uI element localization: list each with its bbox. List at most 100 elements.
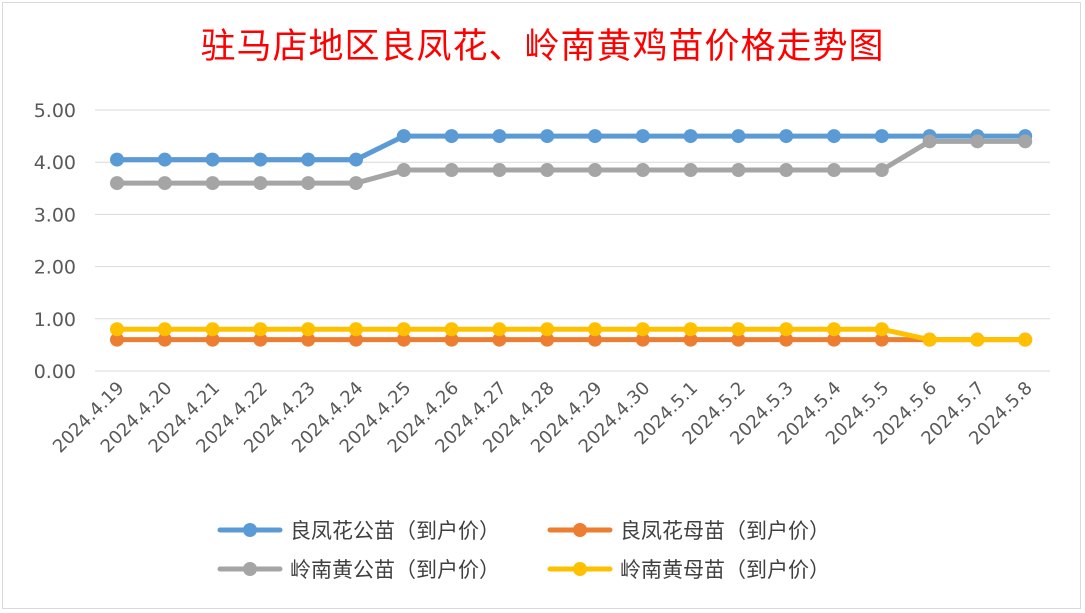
data-point: [157, 176, 172, 191]
legend-item: 良凤花母苗（到户价）: [547, 519, 830, 543]
data-point: [396, 129, 411, 144]
data-point: [588, 322, 602, 337]
data-point: [922, 134, 937, 149]
data-point: [874, 163, 889, 178]
legend-swatch-marker: [573, 562, 587, 576]
data-point: [731, 129, 746, 144]
data-point: [970, 332, 985, 347]
data-point: [110, 332, 124, 347]
data-point: [492, 163, 507, 178]
data-point: [635, 163, 650, 178]
series-line: [114, 326, 1028, 343]
data-point: [349, 332, 363, 347]
data-point: [779, 332, 794, 347]
data-point: [683, 322, 698, 337]
data-point: [827, 163, 841, 178]
data-point: [444, 332, 459, 347]
legend-label: 岭南黄公苗（到户价）: [290, 558, 500, 582]
data-point: [827, 129, 841, 144]
data-point: [635, 332, 650, 347]
data-point: [683, 129, 698, 144]
data-point: [444, 163, 459, 178]
data-point: [731, 322, 746, 337]
data-point: [540, 322, 555, 337]
data-point: [396, 322, 411, 337]
gridlines: [95, 109, 1050, 372]
data-point: [444, 129, 459, 144]
data-point: [874, 129, 889, 144]
legend-swatch-marker: [243, 562, 257, 576]
series: [110, 134, 1033, 191]
data-point: [110, 322, 124, 337]
y-tick-label: 2.00: [34, 257, 76, 279]
data-point: [349, 152, 363, 167]
data-point: [779, 129, 794, 144]
legend-swatch-marker: [243, 523, 257, 537]
data-point: [874, 332, 889, 347]
y-tick-label: 3.00: [34, 204, 76, 226]
x-axis-tick-labels: 2024.4.192024.4.202024.4.212024.4.222024…: [49, 378, 1037, 458]
data-point: [779, 322, 794, 337]
data-point: [205, 176, 220, 191]
data-point: [540, 163, 555, 178]
data-point: [827, 322, 841, 337]
data-point: [205, 332, 220, 347]
legend-item: 岭南黄母苗（到户价）: [547, 558, 830, 582]
series-lines: [110, 129, 1033, 347]
data-point: [253, 152, 268, 167]
data-point: [779, 163, 794, 178]
data-point: [444, 322, 459, 337]
data-point: [301, 332, 316, 347]
data-point: [922, 332, 937, 347]
data-point: [970, 134, 985, 149]
data-point: [349, 176, 363, 191]
data-point: [492, 322, 507, 337]
data-point: [253, 322, 268, 337]
series-line: [114, 138, 1028, 186]
series: [110, 332, 1033, 347]
data-point: [683, 332, 698, 347]
data-point: [205, 322, 220, 337]
data-point: [396, 163, 411, 178]
legend-label: 良凤花公苗（到户价）: [290, 519, 500, 543]
legend-label: 岭南黄母苗（到户价）: [620, 558, 830, 582]
data-point: [110, 176, 124, 191]
data-point: [157, 152, 172, 167]
data-point: [874, 322, 889, 337]
data-point: [205, 152, 220, 167]
data-point: [588, 163, 602, 178]
data-point: [1018, 134, 1033, 149]
data-point: [588, 332, 602, 347]
legend-label: 良凤花母苗（到户价）: [620, 519, 830, 543]
y-tick-label: 0.00: [34, 361, 76, 383]
data-point: [635, 129, 650, 144]
data-point: [683, 163, 698, 178]
data-point: [396, 332, 411, 347]
data-point: [110, 152, 124, 167]
data-point: [492, 129, 507, 144]
series-line: [114, 133, 1028, 163]
y-tick-label: 4.00: [34, 152, 76, 174]
series: [110, 322, 1033, 347]
data-point: [731, 163, 746, 178]
legend-item: 良凤花公苗（到户价）: [217, 519, 500, 543]
data-point: [1018, 332, 1033, 347]
data-point: [588, 129, 602, 144]
data-point: [301, 176, 316, 191]
data-point: [349, 322, 363, 337]
data-point: [540, 332, 555, 347]
data-point: [301, 152, 316, 167]
data-point: [492, 332, 507, 347]
data-point: [253, 176, 268, 191]
legend-item: 岭南黄公苗（到户价）: [217, 558, 500, 582]
y-axis-tick-labels: 0.00 1.00 2.00 3.00 4.00 5.00: [34, 100, 76, 383]
data-point: [540, 129, 555, 144]
legend-swatch-marker: [573, 523, 587, 537]
data-point: [253, 332, 268, 347]
data-point: [157, 332, 172, 347]
data-point: [731, 332, 746, 347]
data-point: [301, 322, 316, 337]
